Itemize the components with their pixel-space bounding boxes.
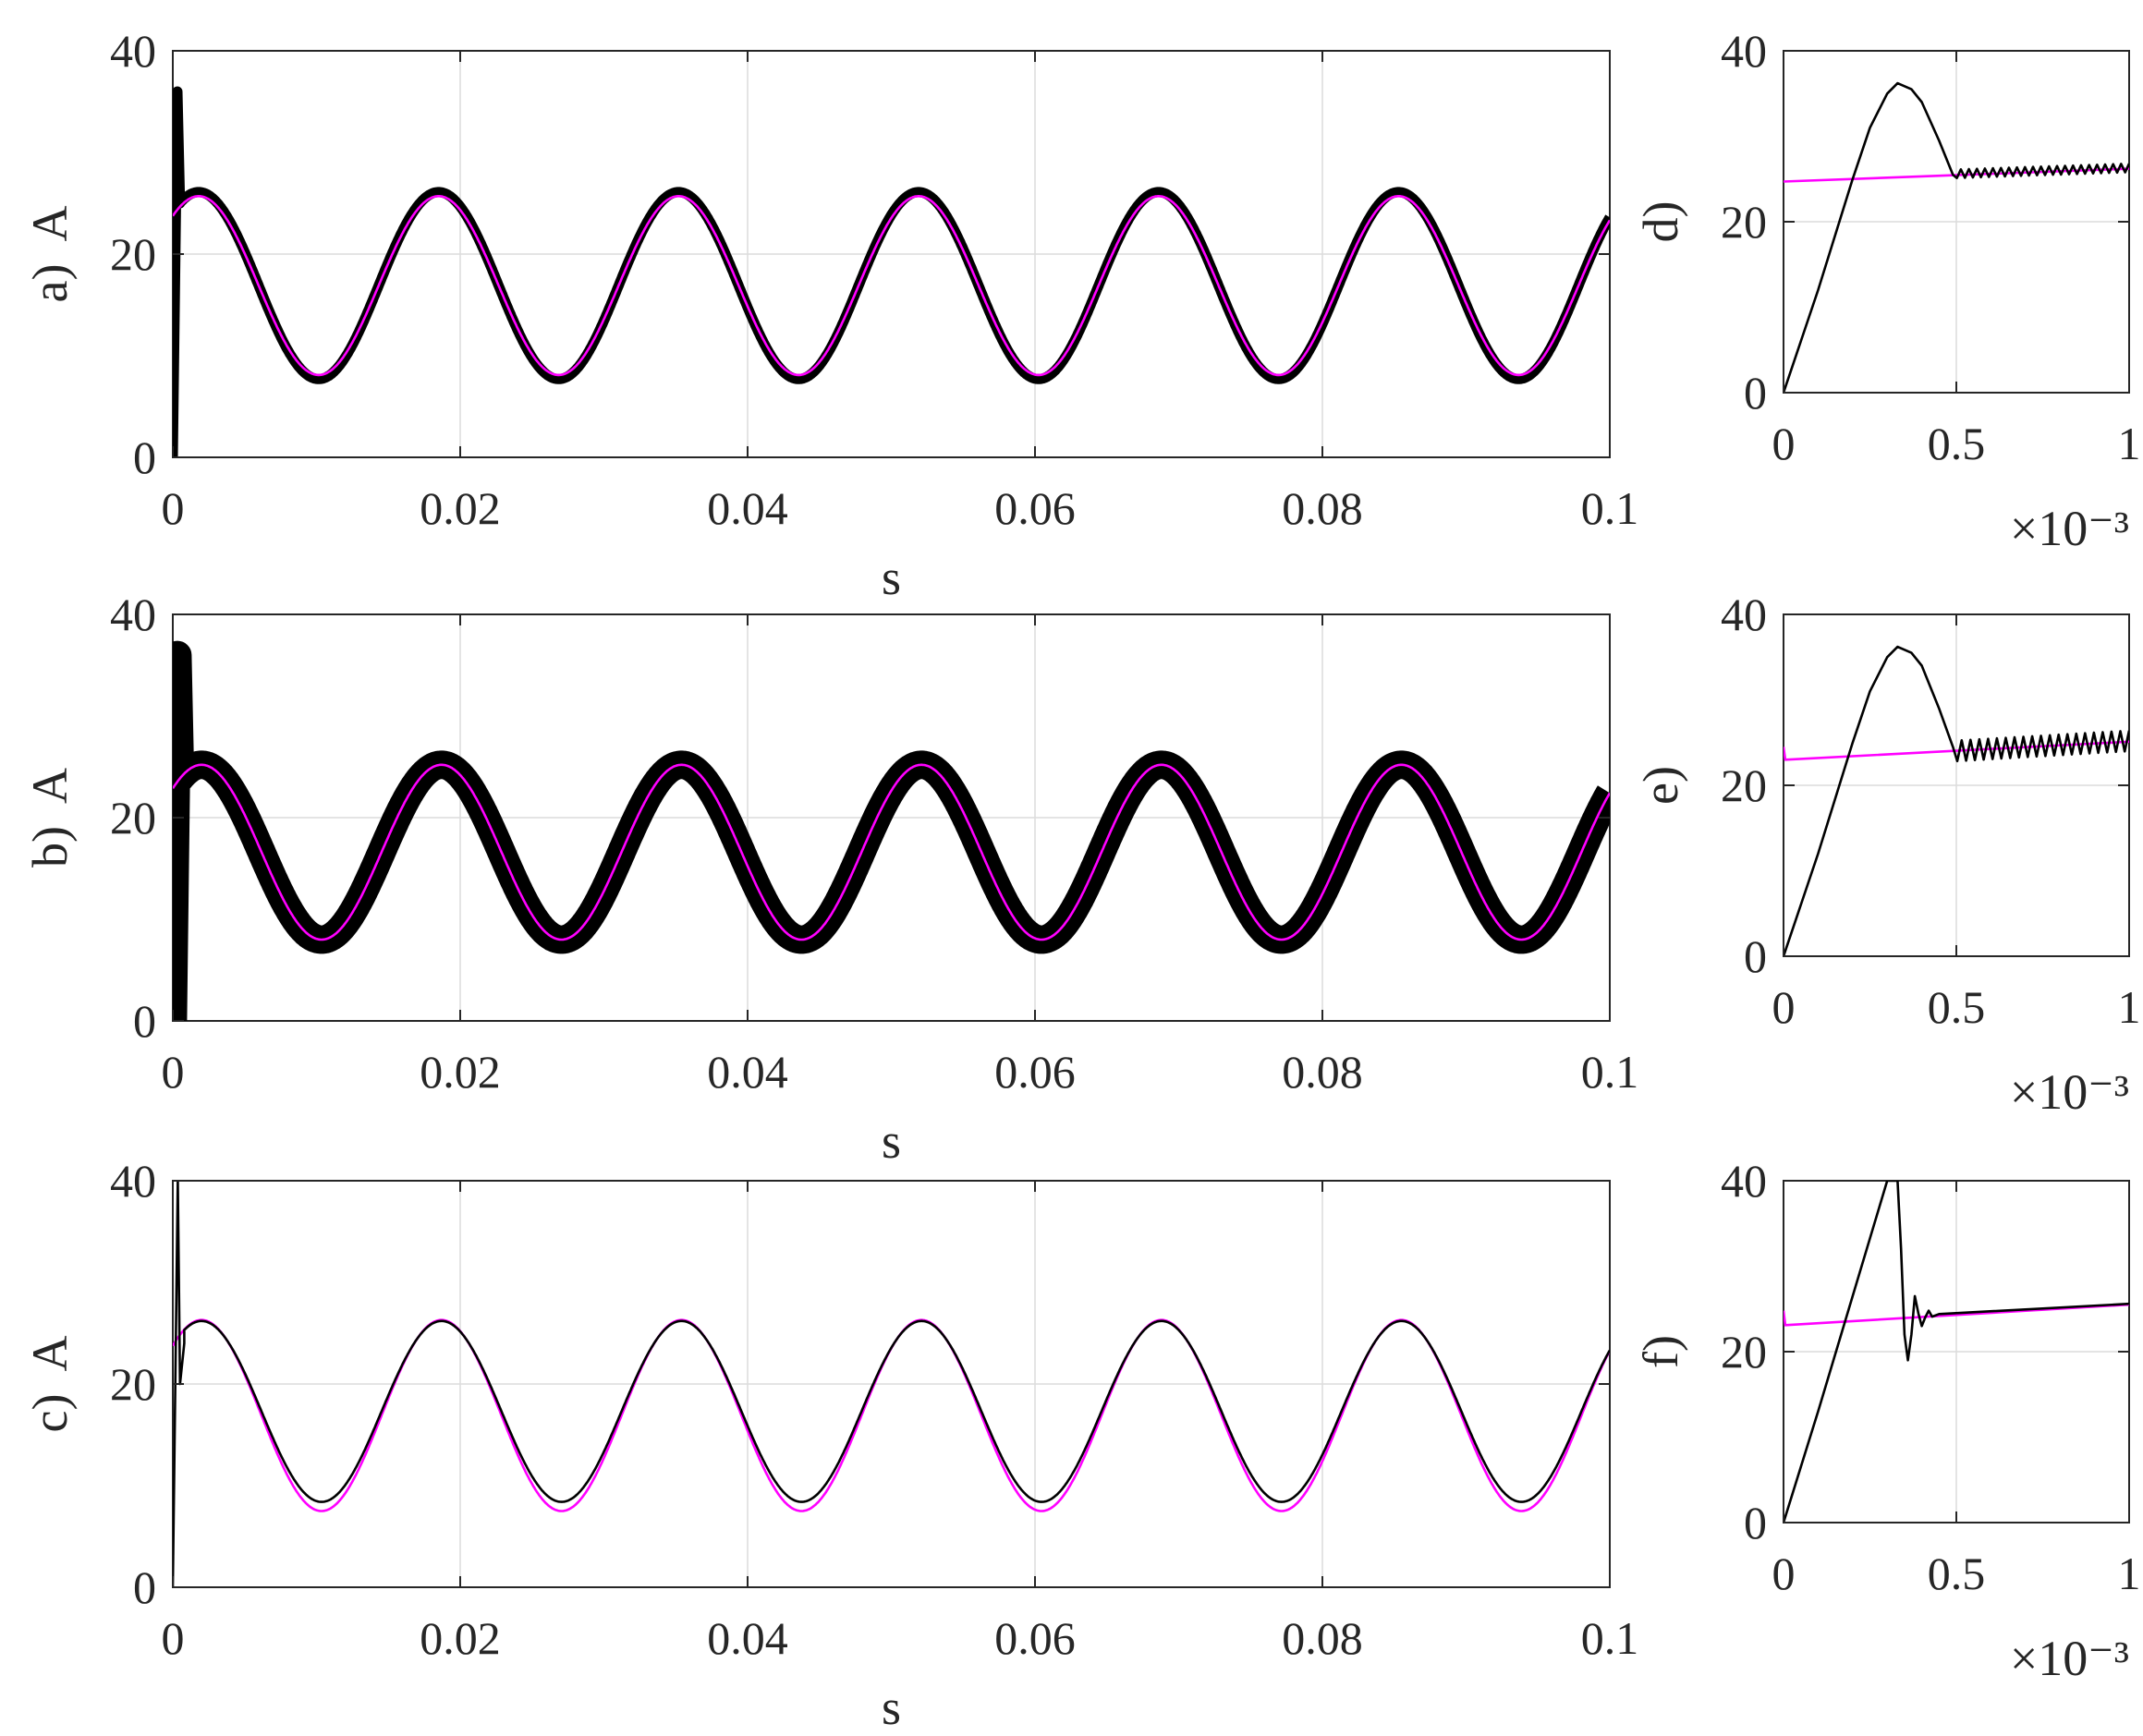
y-axis-label: d)	[1633, 201, 1688, 243]
x-tick-label: 0.06	[994, 482, 1076, 534]
chart-c: 0 0.02 0.04 0.06 0.08 0.1 0 20 40 s c) A	[22, 1155, 1638, 1735]
series-line-measured-e	[1784, 645, 2129, 956]
y-tick-label: 0	[133, 1561, 156, 1613]
y-axis-label: f)	[1633, 1335, 1688, 1368]
x-tick-label: 0.02	[420, 1046, 501, 1098]
x-tick-label: 0.5	[1928, 1548, 1986, 1599]
series-line-measured-d	[1784, 81, 2129, 393]
chart-b: 0 0.02 0.04 0.06 0.08 0.1 0 20 40 s b) A	[22, 589, 1638, 1169]
x-tick-label: 0.08	[1282, 1612, 1363, 1664]
y-tick-label: 40	[1721, 589, 1767, 640]
x-tick-label: 1	[2118, 1548, 2141, 1599]
series-line-measured-f	[1784, 1181, 2129, 1523]
x-exponent-label: ×10⁻³	[2010, 1631, 2129, 1686]
y-tick-label: 20	[1721, 196, 1767, 248]
x-exponent-label: ×10⁻³	[2010, 1064, 2129, 1120]
y-tick-label: 20	[1721, 1326, 1767, 1378]
y-tick-label: 20	[110, 792, 156, 844]
x-tick-label: 0	[162, 1612, 185, 1664]
x-tick-label: 0.04	[707, 1612, 788, 1664]
x-tick-label: 0	[1772, 1548, 1796, 1599]
x-tick-label: 0.1	[1581, 1612, 1639, 1664]
y-tick-label: 0	[1744, 930, 1767, 982]
x-tick-label: 0.5	[1928, 981, 1986, 1033]
x-tick-label: 0.06	[994, 1046, 1076, 1098]
chart-a: 0 0.02 0.04 0.06 0.08 0.1 0 20 40 s a) A	[22, 25, 1638, 605]
series-line-measured-a	[173, 86, 1610, 457]
x-tick-label: 1	[2118, 981, 2141, 1033]
y-axis-label: a) A	[22, 206, 78, 303]
y-tick-label: 20	[110, 228, 156, 280]
x-tick-label: 0.5	[1928, 418, 1986, 469]
y-tick-label: 40	[110, 25, 156, 77]
x-tick-label: 0	[162, 1046, 185, 1098]
x-exponent-label: ×10⁻³	[2010, 501, 2129, 556]
x-tick-label: 0	[1772, 981, 1796, 1033]
x-tick-label: 0	[1772, 418, 1796, 469]
x-axis-label: s	[882, 1680, 901, 1735]
x-axis-label: s	[882, 550, 901, 605]
y-tick-label: 0	[133, 431, 156, 483]
y-tick-label: 40	[1721, 1155, 1767, 1207]
y-tick-label: 20	[1721, 759, 1767, 811]
y-tick-label: 0	[1744, 1497, 1767, 1548]
x-tick-label: 0.04	[707, 482, 788, 534]
y-tick-label: 40	[110, 1155, 156, 1207]
y-tick-label: 20	[110, 1358, 156, 1410]
series-line-reference-a	[173, 195, 1610, 377]
series-line-reference-b	[173, 763, 1610, 941]
y-axis-label: c) A	[22, 1336, 78, 1433]
x-tick-label: 0.1	[1581, 1046, 1639, 1098]
y-tick-label: 40	[1721, 25, 1767, 77]
y-axis-label: e)	[1633, 766, 1688, 805]
x-tick-label: 0	[162, 482, 185, 534]
x-axis-label: s	[882, 1113, 901, 1169]
chart-d: 0 0.5 1 0 20 40 d) ×10⁻³	[1633, 25, 2141, 556]
y-tick-label: 0	[133, 995, 156, 1047]
x-tick-label: 0.02	[420, 1612, 501, 1664]
y-axis-label: b) A	[22, 768, 78, 868]
y-tick-label: 40	[110, 589, 156, 640]
x-tick-label: 0.06	[994, 1612, 1076, 1664]
x-tick-label: 0.1	[1581, 482, 1639, 534]
series-line-reference-e	[1784, 740, 2129, 761]
x-tick-label: 0.08	[1282, 482, 1363, 534]
x-tick-label: 1	[2118, 418, 2141, 469]
y-tick-label: 0	[1744, 367, 1767, 419]
series-line-measured-c	[173, 1181, 1610, 1587]
x-tick-label: 0.02	[420, 482, 501, 534]
x-tick-label: 0.08	[1282, 1046, 1363, 1098]
chart-f: 0 0.5 1 0 20 40 f) ×10⁻³	[1633, 1155, 2141, 1686]
x-tick-label: 0.04	[707, 1046, 788, 1098]
chart-e: 0 0.5 1 0 20 40 e) ×10⁻³	[1633, 589, 2141, 1120]
series-line-reference-f	[1784, 1303, 2129, 1327]
